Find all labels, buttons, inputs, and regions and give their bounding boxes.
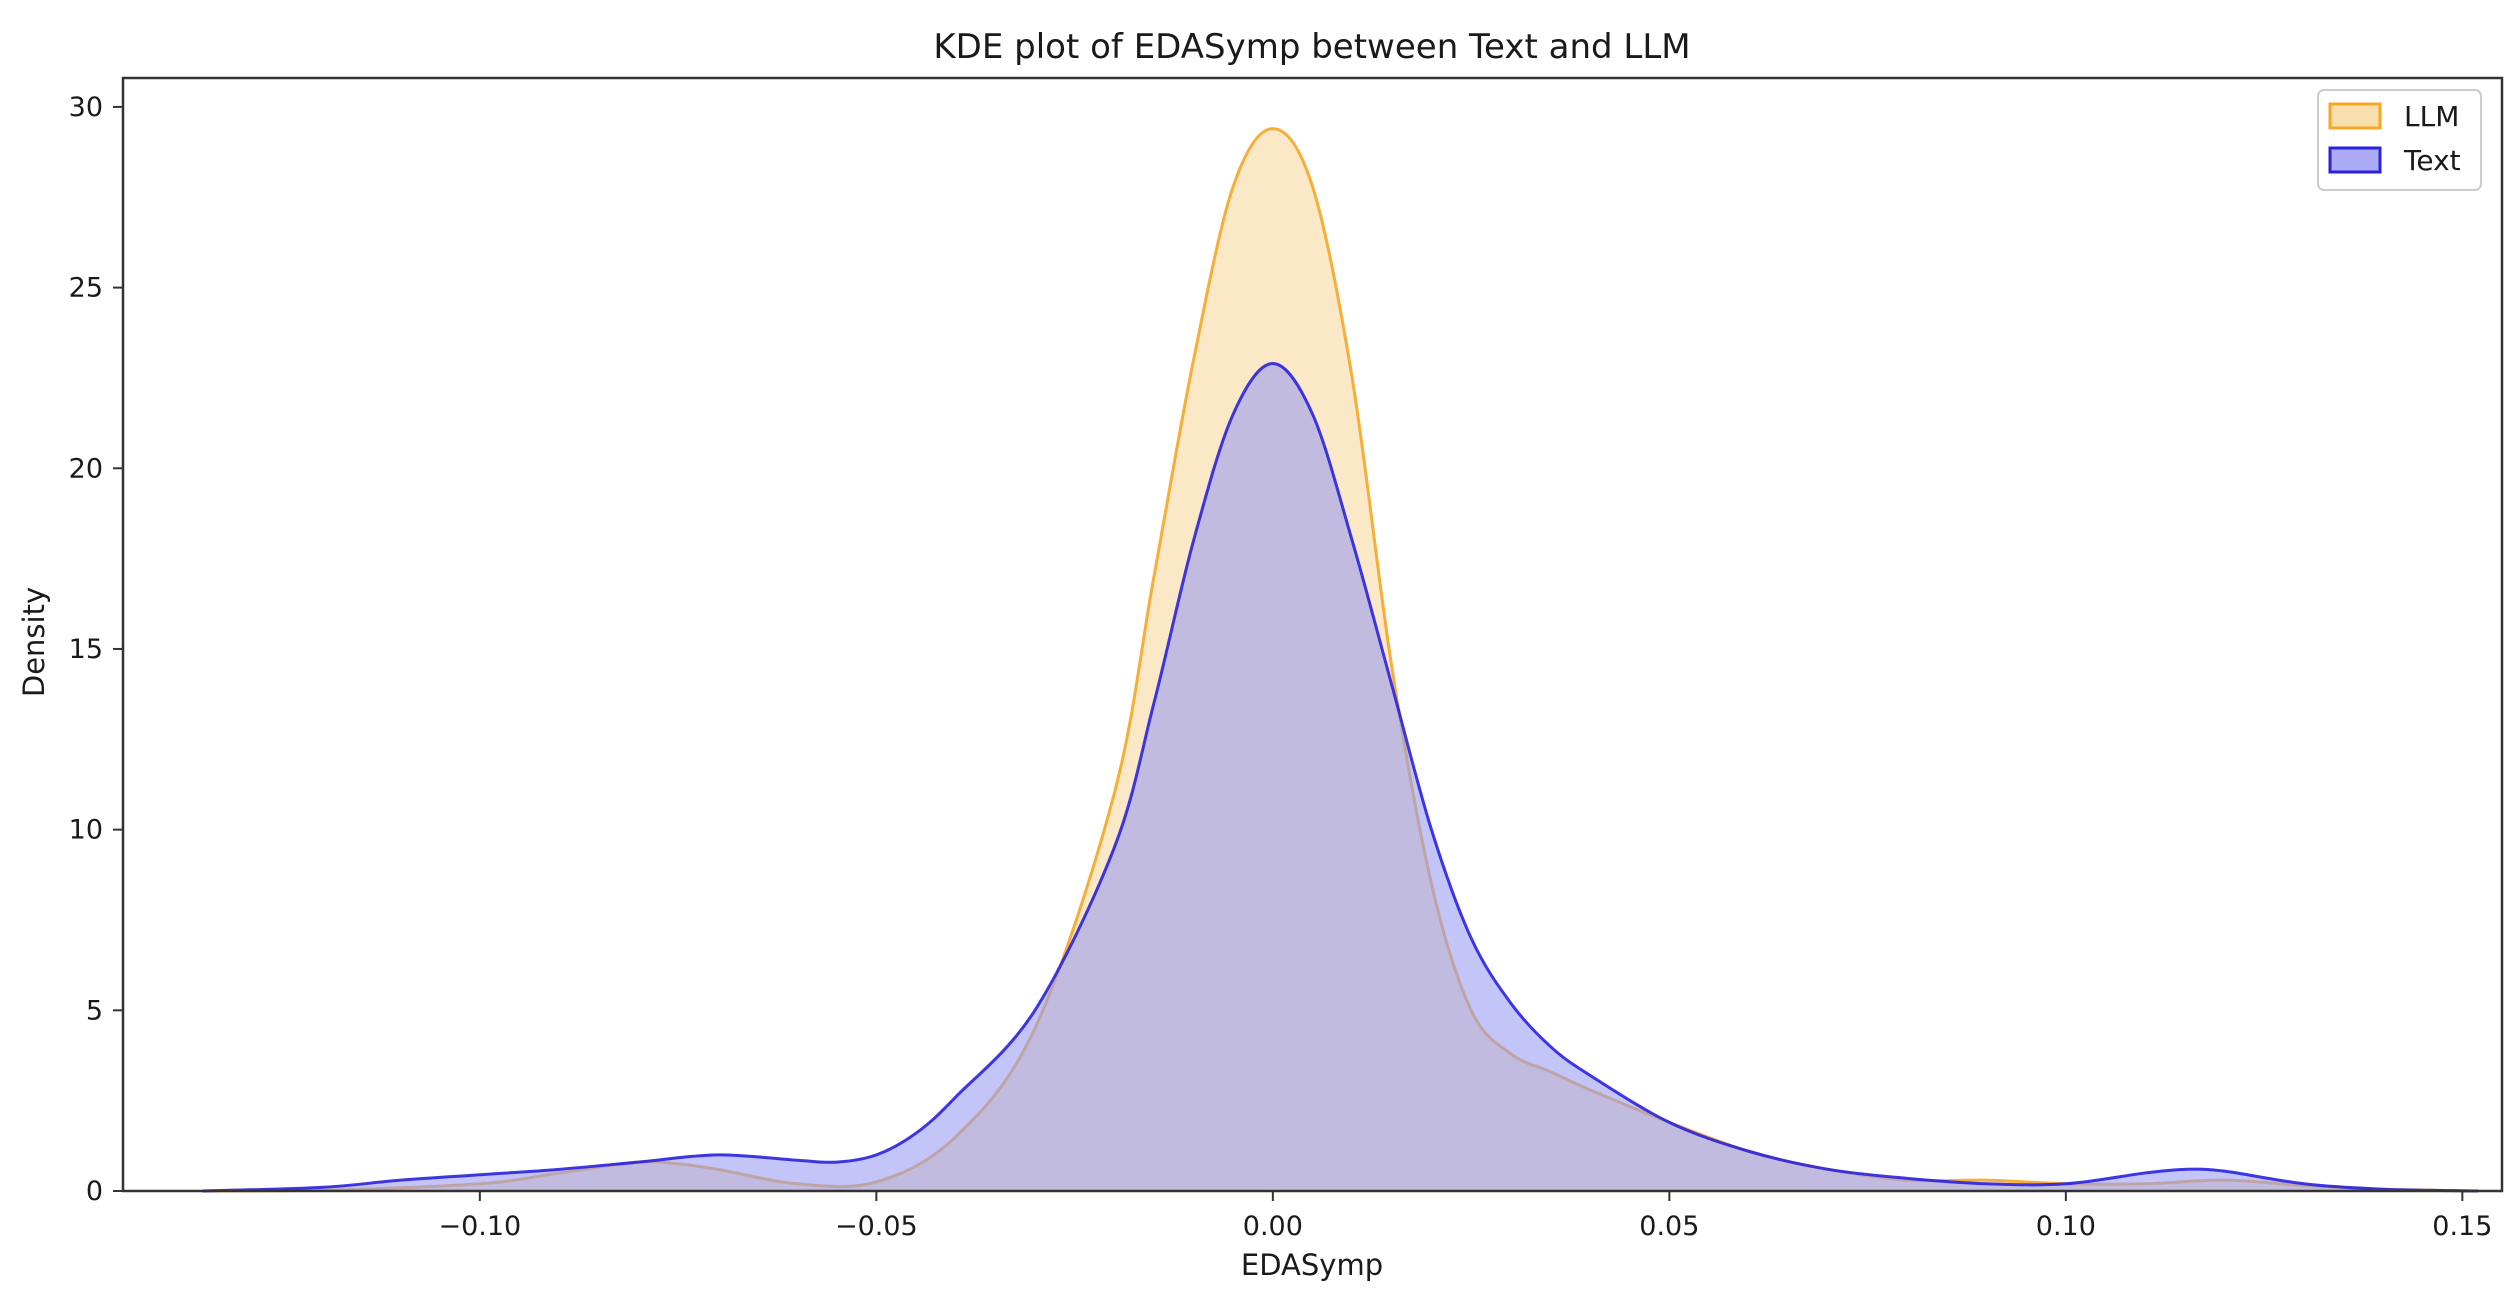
x-tick-label: 0.10 <box>2036 1211 2096 1242</box>
y-axis-title: Density <box>17 587 51 697</box>
kde-area-text <box>202 363 2479 1192</box>
kde-line-text <box>202 361 2479 1193</box>
legend-swatch-text <box>2328 146 2382 174</box>
legend-label-text: Text <box>2403 144 2461 177</box>
x-axis-title: EDASymp <box>1241 1248 1383 1282</box>
chart-title: KDE plot of EDASymp between Text and LLM <box>933 27 1690 67</box>
y-tick-label: 15 <box>69 634 103 665</box>
axes: −0.10 −0.05 0.00 0.05 0.10 0.15 0 5 10 15 20 25 30 <box>69 76 2504 1242</box>
x-tick-label: −0.05 <box>835 1211 918 1242</box>
y-tick-label: 0 <box>86 1176 103 1207</box>
y-tick-label: 20 <box>69 453 103 484</box>
plot-frame <box>121 76 2504 1193</box>
plot-area <box>202 127 2479 1193</box>
x-tick-label: 0.05 <box>1639 1211 1699 1242</box>
x-tick-label: −0.10 <box>438 1211 521 1242</box>
y-tick-label: 5 <box>86 995 103 1026</box>
y-tick-label: 25 <box>69 273 103 304</box>
legend-swatch-llm <box>2328 102 2382 130</box>
legend: LLM Text <box>2317 89 2482 191</box>
x-tick-label: 0.00 <box>1243 1211 1303 1242</box>
y-tick-label: 10 <box>69 815 103 846</box>
x-tick-label: 0.15 <box>2432 1211 2492 1242</box>
legend-label-llm: LLM <box>2404 100 2459 133</box>
y-tick-label: 30 <box>69 92 103 123</box>
